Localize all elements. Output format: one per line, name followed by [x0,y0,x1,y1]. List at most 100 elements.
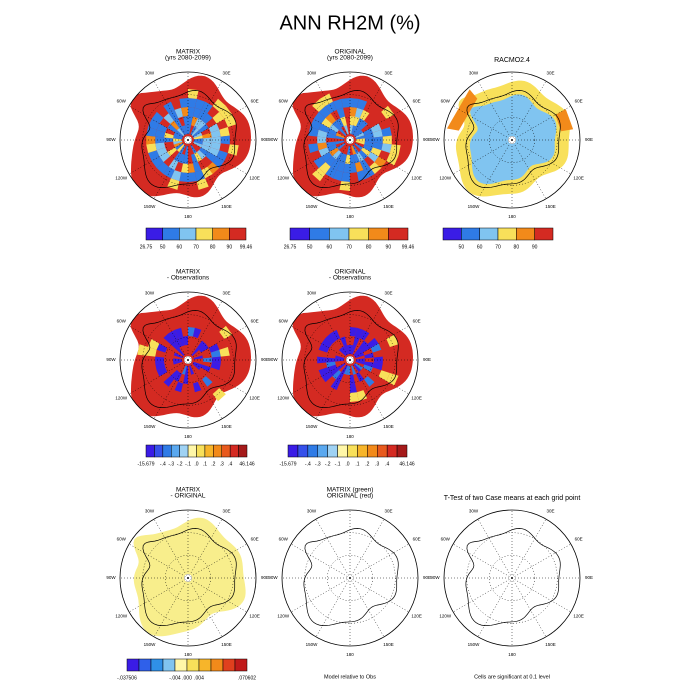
longitude-label: 60E [251,537,259,542]
meridian-line [349,543,410,579]
meridian-line [349,577,410,613]
field-cell [188,125,192,135]
colorbar-label: 60 [177,244,183,250]
field-cell [358,120,368,130]
meridian-line [349,518,385,579]
field-cell [163,333,174,344]
colorbar-box [327,444,338,458]
colorbar-label: -.3 [168,461,174,467]
panel-title: (yrs 2080-2099) [327,55,373,62]
field-cell [197,109,208,121]
panel-title: - Observations [167,275,210,282]
colorbar-label: .1 [355,461,359,467]
field-cell [356,152,365,162]
colorbar-box [357,444,368,458]
field-cell [335,355,345,360]
map-panel: 30E 60E 90E 120E 150E 180 150W 120W 90W 60W 30W MAT… [106,487,269,682]
map-panel: 30E 60E 90E 120E 150E 180 150W 120W 90W 60W 30W ORI… [268,269,431,468]
field-cell [356,138,365,142]
field-cell [193,141,203,148]
panel-title: MATRIX (green) [327,487,374,494]
longitude-label: 90E [261,357,269,362]
colorbar-label: 70 [346,244,352,250]
field-cell [173,140,183,145]
colorbar-label: 50 [307,244,313,250]
field-cell [216,150,228,161]
field-cell [164,132,174,139]
field-cell [355,161,364,173]
field-cell [353,127,362,136]
field-cell [373,136,383,144]
longitude-label: 150E [383,642,394,647]
field-cell [210,129,221,138]
colorbar-label: -.4 [160,461,166,467]
field-cell [356,390,368,402]
field-cell [359,109,370,121]
field-cell [170,340,180,350]
field-cell [350,163,357,173]
field-cell [318,147,330,157]
meridian-line [511,139,572,175]
field-cell [352,126,359,136]
colorbar-label: .000 [182,675,192,681]
field-cell [341,172,350,182]
field-cell [199,147,209,157]
colorbar-box [198,658,212,672]
colorbar-box [196,444,206,458]
field-cell [164,137,174,143]
colorbar-label: 46.146 [399,461,415,467]
map-panel: 30E 60E 90E 120E 150E 180 150W 120W 90W 60W 30W MAT… [106,49,269,251]
field-cell [364,376,375,387]
field-cell [318,123,330,133]
colorbar-box [534,227,554,241]
field-cell [175,143,184,150]
colorbar-box [179,444,189,458]
colorbar-box [171,444,180,458]
field-cell [146,135,156,145]
coastline [141,90,237,188]
longitude-label: 150W [306,204,319,209]
longitude-label: 180 [508,652,516,657]
field-cell [210,142,221,151]
map-border [443,71,581,209]
panel-title: - Observations [329,275,372,282]
colorbar-label: -.004 [169,675,181,681]
longitude-label: 150E [545,204,556,209]
colorbar-label: .0 [194,461,198,467]
field-cell [179,98,188,108]
field-cell [155,136,165,144]
panel-title: ORIGINAL [334,269,365,276]
field-cell [176,127,185,136]
field-cell [351,145,357,155]
meridian-line [187,359,248,395]
field-cell [338,347,347,356]
longitude-label: 180 [346,214,354,219]
field-cell [173,141,183,148]
longitude-label: 90W [268,575,278,580]
field-cell [167,178,180,190]
colorbar-box [461,227,480,241]
longitude-label: 120W [277,176,290,181]
colorbar-label: .3 [375,461,379,467]
field-cell [159,152,171,163]
meridian-line [187,325,248,361]
field-cell [168,159,179,171]
field-cell [178,336,185,347]
field-cell [176,144,185,153]
field-cell [156,162,169,174]
field-cell [167,147,177,157]
field-base [292,75,413,198]
map-border [119,71,257,209]
colorbar-box [213,444,222,458]
longitude-label: 30W [307,509,317,514]
panel-title: ORIGINAL [334,49,365,56]
longitude-label: 150E [221,642,232,647]
field-cell [146,347,157,357]
colorbar-box [229,444,239,458]
longitude-label: 120W [115,614,128,619]
field-cell [356,358,365,362]
longitude-label: 60E [413,537,421,542]
field-cell [318,367,330,377]
field-cell [183,116,188,126]
field-cell [343,125,349,135]
